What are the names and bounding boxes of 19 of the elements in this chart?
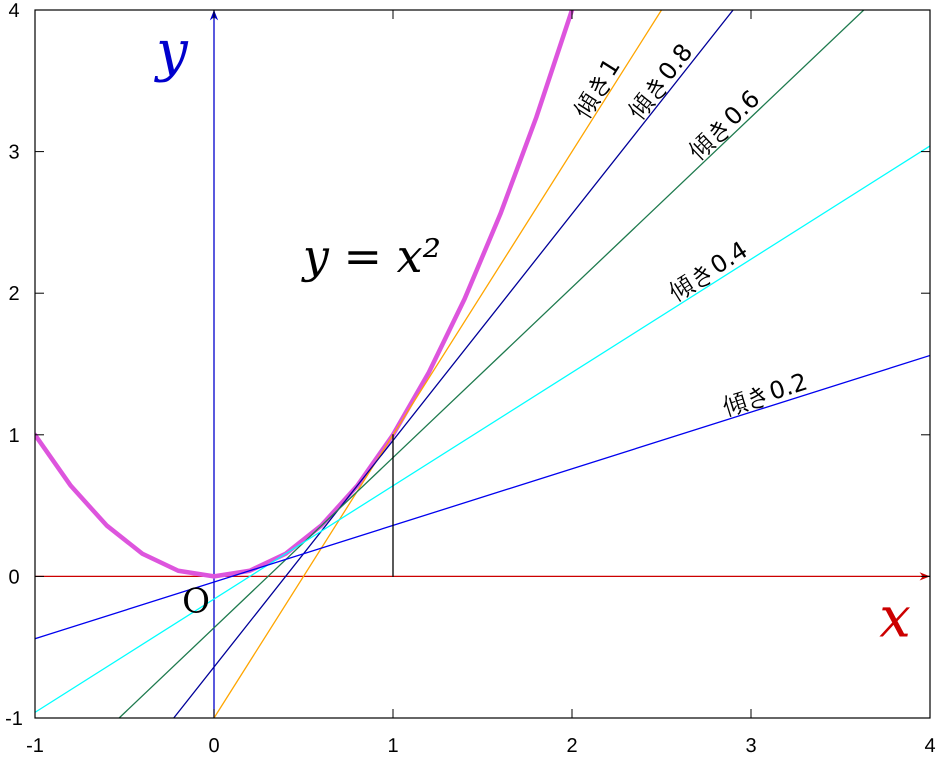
text: 傾き0.4 — [664, 236, 753, 306]
y-tick-label: 3 — [8, 142, 20, 164]
x-tick-label: -1 — [26, 735, 44, 757]
text: 傾き0.2 — [719, 368, 811, 421]
x-tick-label: 3 — [745, 735, 757, 757]
annotation: y = x² — [300, 229, 442, 283]
y-tick-label: 1 — [8, 424, 20, 447]
y-tick-label: 0 — [8, 566, 20, 588]
x-tick-label: 0 — [208, 735, 220, 757]
annotation: O — [182, 581, 210, 622]
y-tick-label: 2 — [8, 283, 20, 306]
x-tick-label: 4 — [924, 735, 936, 757]
x-tick-label: 1 — [387, 735, 399, 757]
x-tick-label: 2 — [566, 735, 578, 757]
ref-line-label: x — [879, 585, 911, 650]
line-series — [35, 10, 574, 579]
y-tick-label: 4 — [8, 0, 20, 22]
y-tick-label: -1 — [5, 708, 23, 730]
ref-line-label: y — [153, 19, 190, 84]
